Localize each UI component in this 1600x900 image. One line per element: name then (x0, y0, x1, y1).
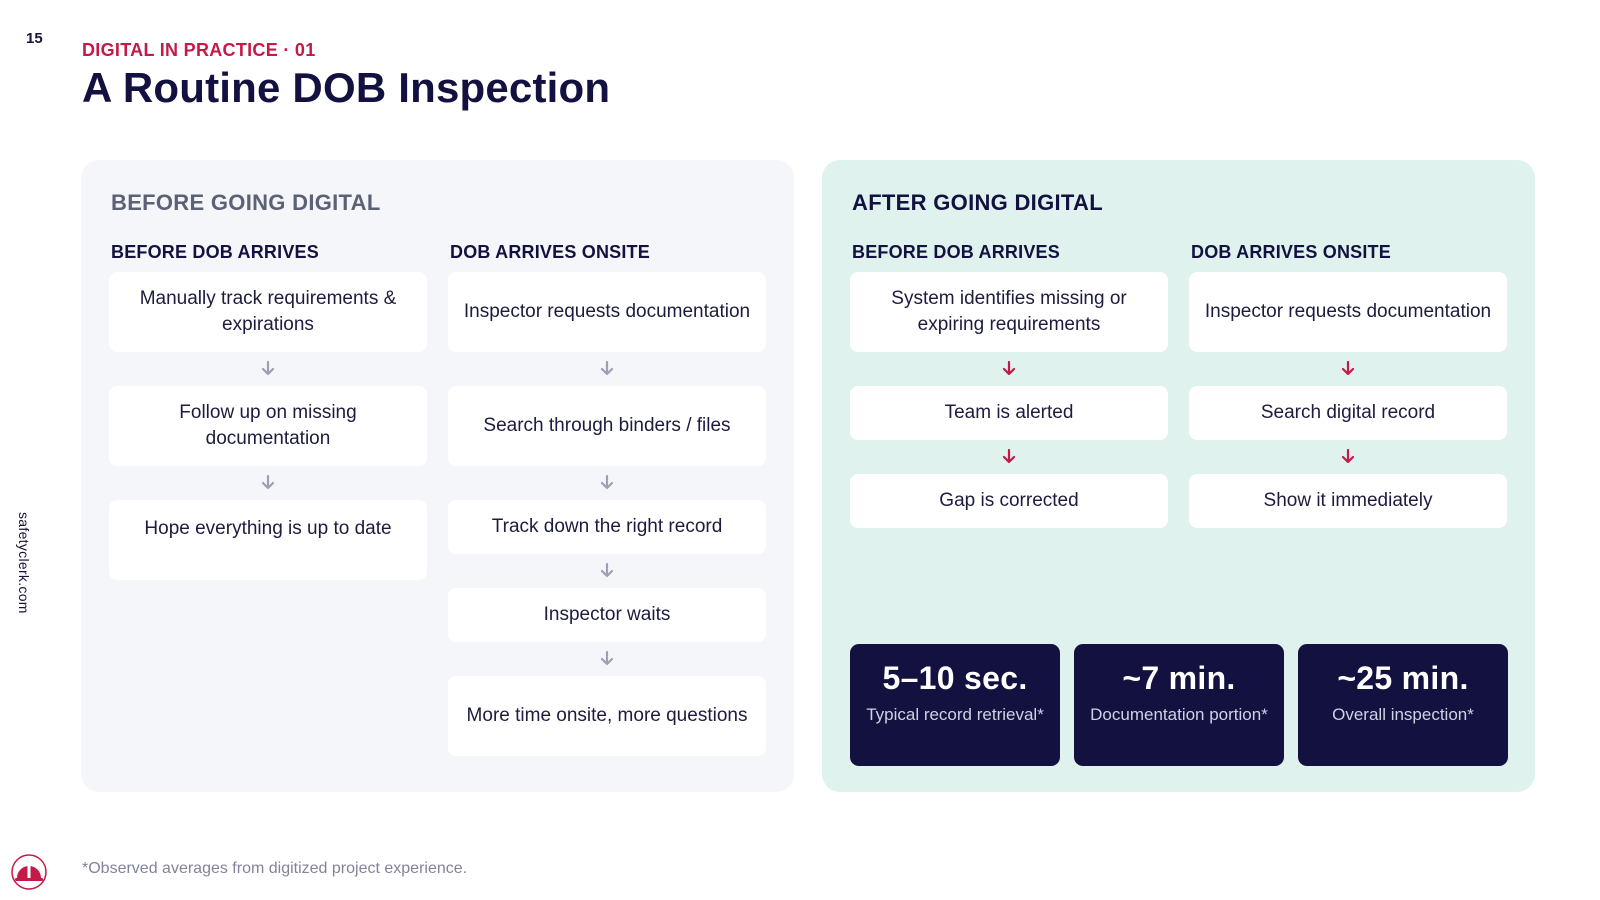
stat-value: ~7 min. (1122, 660, 1236, 696)
column-heading: DOB ARRIVES ONSITE (1191, 242, 1391, 262)
arrow-down-icon (1189, 440, 1507, 474)
arrow-down-icon (109, 352, 427, 386)
step-card: Gap is corrected (850, 474, 1168, 528)
step-card: Inspector requests documentation (448, 272, 766, 352)
hard-hat-icon (11, 854, 47, 890)
arrow-down-icon (1189, 352, 1507, 386)
page-title: A Routine DOB Inspection (82, 64, 611, 111)
arrow-down-icon (448, 554, 766, 588)
column-heading: BEFORE DOB ARRIVES (852, 242, 1060, 262)
arrow-down-icon (448, 466, 766, 500)
step-card: System identifies missing or expiring re… (850, 272, 1168, 352)
side-url: safetyclerk.com (16, 512, 32, 614)
step-card: Search through binders / files (448, 386, 766, 466)
footnote: *Observed averages from digitized projec… (82, 860, 468, 877)
step-card: Inspector waits (448, 588, 766, 642)
stat-label: Overall inspection* (1332, 705, 1474, 724)
arrow-down-icon (850, 352, 1168, 386)
step-card: Track down the right record (448, 500, 766, 554)
arrow-down-icon (448, 642, 766, 676)
before-left-column: BEFORE DOB ARRIVES Manually track requir… (109, 242, 427, 580)
before-right-column: DOB ARRIVES ONSITE Inspector requests do… (448, 242, 766, 756)
before-panel-heading: BEFORE GOING DIGITAL (111, 190, 381, 215)
stat-label: Documentation portion* (1090, 705, 1268, 724)
step-card: Search digital record (1189, 386, 1507, 440)
after-left-column: BEFORE DOB ARRIVES System identifies mis… (850, 242, 1168, 528)
column-heading: DOB ARRIVES ONSITE (450, 242, 650, 262)
stat-label: Typical record retrieval* (866, 705, 1044, 724)
arrow-down-icon (850, 440, 1168, 474)
after-right-column: DOB ARRIVES ONSITE Inspector requests do… (1189, 242, 1507, 528)
step-card: Show it immediately (1189, 474, 1507, 528)
stat-card: 5–10 sec. Typical record retrieval* (850, 644, 1060, 766)
step-card: Manually track requirements & expiration… (109, 272, 427, 352)
step-card: More time onsite, more questions (448, 676, 766, 756)
before-digital-panel: BEFORE GOING DIGITAL BEFORE DOB ARRIVES … (81, 160, 794, 792)
step-card: Team is alerted (850, 386, 1168, 440)
step-card: Follow up on missing documentation (109, 386, 427, 466)
step-card: Hope everything is up to date (109, 500, 427, 580)
column-heading: BEFORE DOB ARRIVES (111, 242, 319, 262)
stat-card: ~7 min. Documentation portion* (1074, 644, 1284, 766)
arrow-down-icon (448, 352, 766, 386)
section-eyebrow: DIGITAL IN PRACTICE · 01 (82, 40, 316, 60)
stat-value: ~25 min. (1337, 660, 1469, 696)
stat-value: 5–10 sec. (882, 660, 1028, 696)
arrow-down-icon (109, 466, 427, 500)
step-card: Inspector requests documentation (1189, 272, 1507, 352)
stat-card: ~25 min. Overall inspection* (1298, 644, 1508, 766)
page-number: 15 (26, 30, 43, 47)
after-digital-panel: AFTER GOING DIGITAL BEFORE DOB ARRIVES S… (822, 160, 1535, 792)
after-panel-heading: AFTER GOING DIGITAL (852, 190, 1103, 215)
stats-row: 5–10 sec. Typical record retrieval* ~7 m… (850, 644, 1508, 766)
